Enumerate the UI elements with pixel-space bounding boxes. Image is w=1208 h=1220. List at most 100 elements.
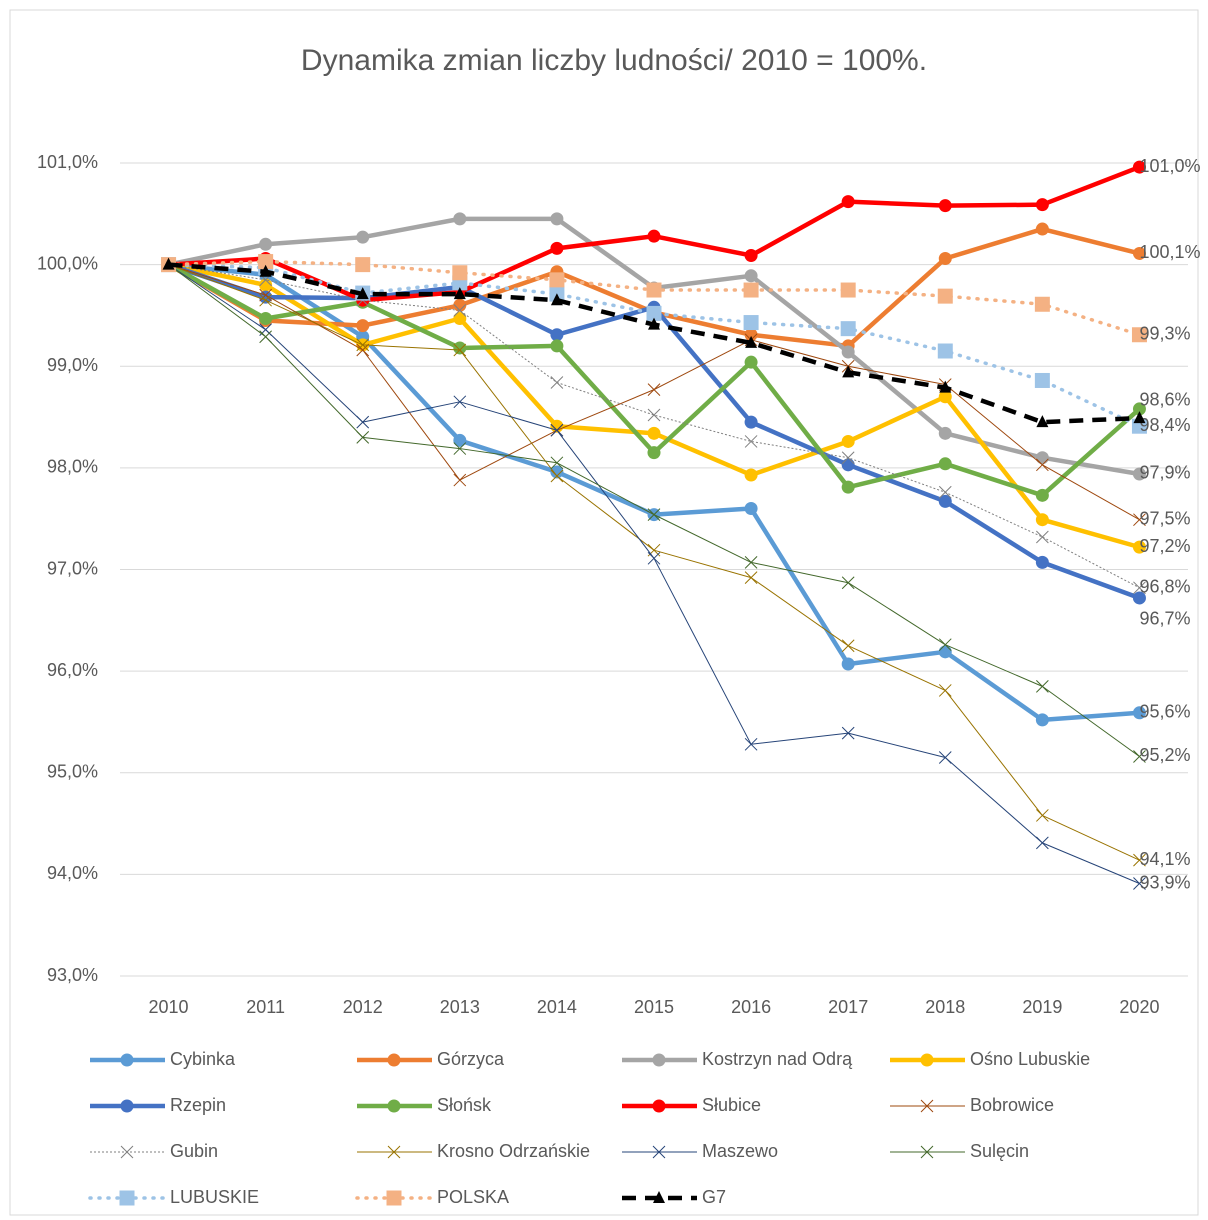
- x-tick-label: 2019: [1022, 997, 1062, 1017]
- point: [938, 645, 952, 659]
- point: [744, 415, 758, 429]
- point: [744, 269, 758, 283]
- point: [356, 343, 370, 357]
- legend-marker: [387, 1145, 401, 1159]
- point: [744, 556, 758, 569]
- point: [841, 458, 855, 472]
- legend-marker: [120, 1053, 134, 1067]
- point: [745, 335, 758, 348]
- legend-item: Gubin: [90, 1141, 218, 1161]
- series: 96,8%: [162, 258, 1191, 597]
- point: [356, 319, 370, 333]
- point: [549, 272, 565, 288]
- point: [550, 423, 564, 437]
- y-tick-label: 97,0%: [47, 558, 98, 578]
- point: [938, 390, 952, 404]
- value-label: 101,0%: [1139, 156, 1200, 176]
- point: [646, 282, 662, 298]
- point: [840, 321, 856, 337]
- point: [1132, 706, 1146, 720]
- point: [744, 248, 758, 262]
- x-tick-label: 2020: [1119, 997, 1159, 1017]
- point: [1036, 680, 1049, 693]
- point: [259, 330, 272, 344]
- point: [938, 751, 952, 764]
- legend-item: Krosno Odrzańskie: [357, 1141, 590, 1161]
- legend-item: Rzepin: [90, 1095, 226, 1115]
- point: [1036, 415, 1049, 428]
- point: [1133, 581, 1146, 595]
- series: 93,9%: [162, 258, 1191, 892]
- legend-item: Ośno Lubuskie: [890, 1049, 1090, 1069]
- point: [356, 230, 370, 244]
- value-label: 95,2%: [1139, 745, 1190, 765]
- legend-item: Słubice: [622, 1095, 761, 1115]
- legend-item: Bobrowice: [890, 1095, 1054, 1115]
- point: [259, 293, 272, 307]
- series: 95,2%: [162, 258, 1191, 765]
- point: [744, 468, 758, 482]
- legend-label: LUBUSKIE: [170, 1187, 259, 1207]
- point: [1132, 540, 1146, 554]
- value-label: 99,3%: [1139, 323, 1190, 343]
- point: [841, 576, 855, 590]
- y-tick-label: 100,0%: [37, 253, 98, 273]
- point: [939, 380, 952, 393]
- point: [743, 282, 759, 298]
- point: [744, 355, 758, 369]
- point: [453, 395, 467, 409]
- legend-marker: [120, 1145, 134, 1159]
- point: [938, 252, 952, 266]
- legend-item: Sulęcin: [890, 1141, 1029, 1161]
- legend-item: G7: [622, 1187, 726, 1207]
- point: [453, 212, 467, 226]
- point: [1132, 160, 1146, 174]
- legend-label: G7: [702, 1187, 726, 1207]
- legend-label: Słubice: [702, 1095, 761, 1115]
- legend-marker: [387, 1099, 401, 1113]
- value-label: 97,5%: [1139, 508, 1190, 528]
- point: [453, 341, 467, 355]
- point: [646, 305, 662, 321]
- point: [1133, 877, 1146, 890]
- point: [744, 502, 758, 516]
- point: [841, 480, 855, 494]
- point: [550, 212, 564, 226]
- legend-label: Maszewo: [702, 1141, 778, 1161]
- legend-item: Cybinka: [90, 1049, 236, 1069]
- point: [1133, 750, 1146, 763]
- y-tick-label: 93,0%: [47, 965, 98, 985]
- point: [1035, 198, 1049, 212]
- legend-marker: [652, 1145, 666, 1159]
- point: [1132, 591, 1146, 605]
- point: [938, 485, 952, 499]
- point: [1132, 246, 1146, 260]
- point: [841, 657, 855, 671]
- point: [550, 339, 564, 353]
- value-label: 98,6%: [1139, 390, 1190, 410]
- point: [840, 282, 856, 298]
- point: [356, 287, 369, 300]
- point: [744, 328, 758, 342]
- point: [162, 257, 175, 270]
- y-tick-label: 99,0%: [47, 355, 98, 375]
- point: [743, 315, 759, 331]
- point: [1036, 809, 1049, 822]
- legend-marker: [387, 1053, 401, 1067]
- point: [938, 638, 952, 652]
- point: [647, 508, 661, 521]
- legend-item: POLSKA: [355, 1187, 509, 1207]
- legend-label: Górzyca: [437, 1049, 505, 1069]
- x-tick-label: 2011: [246, 997, 285, 1017]
- point: [937, 288, 953, 304]
- x-tick-label: 2014: [537, 997, 577, 1017]
- point: [1036, 836, 1049, 850]
- legend-marker: [920, 1053, 934, 1067]
- point: [1132, 467, 1146, 481]
- point: [453, 298, 467, 312]
- legend-marker: [653, 1191, 665, 1203]
- point: [938, 494, 952, 508]
- point: [1133, 853, 1146, 867]
- point: [452, 265, 468, 281]
- point: [1035, 513, 1049, 527]
